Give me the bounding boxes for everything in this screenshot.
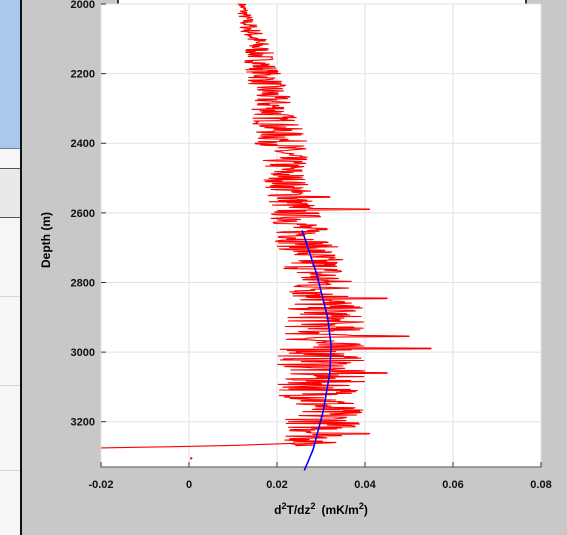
x-tick-label: -0.02: [88, 479, 113, 491]
left-divider: [0, 470, 20, 471]
fitted-curve-line: [301, 230, 332, 471]
x-tick-label: 0.02: [266, 479, 287, 491]
left-divider: [0, 296, 20, 297]
left-divider: [0, 385, 20, 386]
y-tick-label: 2000: [71, 0, 95, 11]
y-axis-label: Depth (m): [39, 212, 53, 268]
x-tick-label: 0.06: [442, 479, 463, 491]
x-axis-label: d2T/dz2 (mK/m2): [274, 501, 368, 517]
x-tick-label: 0: [186, 479, 192, 491]
axis-ticks: -0.02 0 0.02 0.04 0.06 0.08 2000 2200 2400 2600 28…: [71, 0, 552, 491]
y-tick-label: 3200: [71, 417, 95, 429]
x-tick-label: 0.04: [354, 479, 376, 491]
left-blue-panel: [0, 0, 22, 149]
left-window-strip: [0, 0, 22, 535]
y-tick-label: 2400: [71, 138, 95, 150]
y-tick-label: 2800: [71, 277, 95, 289]
y-tick-label: 3000: [71, 347, 95, 359]
measured-profile-line: [100, 3, 432, 449]
measured-outlier-point: [190, 457, 193, 460]
y-tick-label: 2200: [71, 69, 95, 81]
x-tick-label: 0.08: [530, 479, 551, 491]
data-series: [100, 3, 432, 471]
y-tick-label: 2600: [71, 208, 95, 220]
